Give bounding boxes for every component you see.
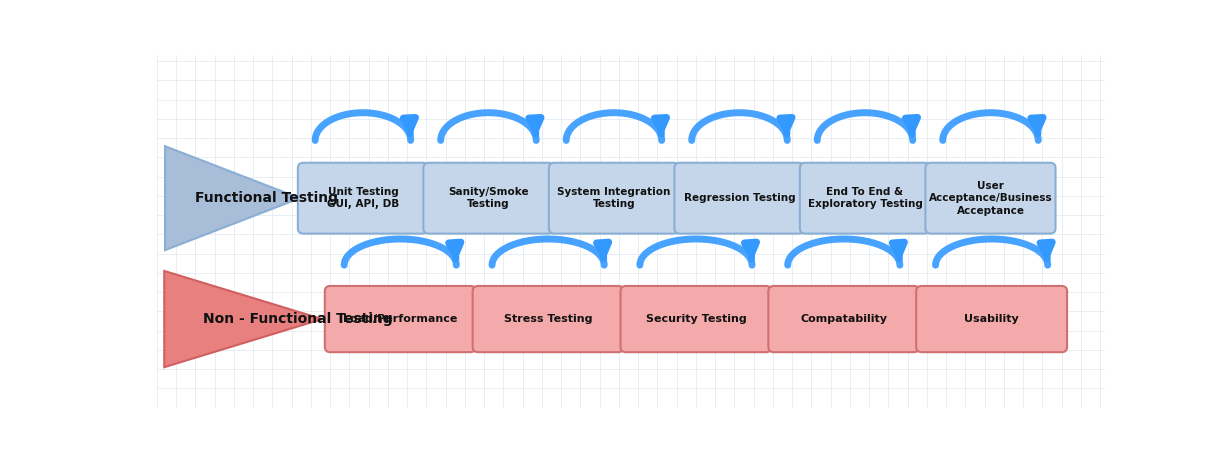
- FancyBboxPatch shape: [549, 163, 680, 234]
- FancyBboxPatch shape: [473, 286, 624, 352]
- Polygon shape: [164, 271, 323, 367]
- FancyBboxPatch shape: [675, 163, 805, 234]
- FancyBboxPatch shape: [325, 286, 475, 352]
- FancyBboxPatch shape: [298, 163, 428, 234]
- Text: Unit Testing
GUI, API, DB: Unit Testing GUI, API, DB: [326, 187, 399, 209]
- Text: Stress Testing: Stress Testing: [503, 314, 592, 324]
- FancyBboxPatch shape: [423, 163, 554, 234]
- Text: Compatability: Compatability: [800, 314, 888, 324]
- Polygon shape: [165, 146, 300, 250]
- Text: Functional Testing: Functional Testing: [196, 191, 339, 205]
- Text: Security Testing: Security Testing: [645, 314, 746, 324]
- Text: Load/Performance: Load/Performance: [343, 314, 458, 324]
- Text: Usability: Usability: [964, 314, 1019, 324]
- FancyBboxPatch shape: [800, 163, 931, 234]
- FancyBboxPatch shape: [926, 163, 1055, 234]
- Text: System Integration
Testing: System Integration Testing: [558, 187, 671, 209]
- FancyBboxPatch shape: [916, 286, 1067, 352]
- Text: Regression Testing: Regression Testing: [683, 193, 795, 203]
- FancyBboxPatch shape: [768, 286, 920, 352]
- FancyBboxPatch shape: [620, 286, 772, 352]
- Text: Non - Functional Testing: Non - Functional Testing: [203, 312, 393, 326]
- Text: User
Acceptance/Business
Acceptance: User Acceptance/Business Acceptance: [928, 181, 1053, 216]
- Text: End To End &
Exploratory Testing: End To End & Exploratory Testing: [808, 187, 922, 209]
- Text: Sanity/Smoke
Testing: Sanity/Smoke Testing: [448, 187, 529, 209]
